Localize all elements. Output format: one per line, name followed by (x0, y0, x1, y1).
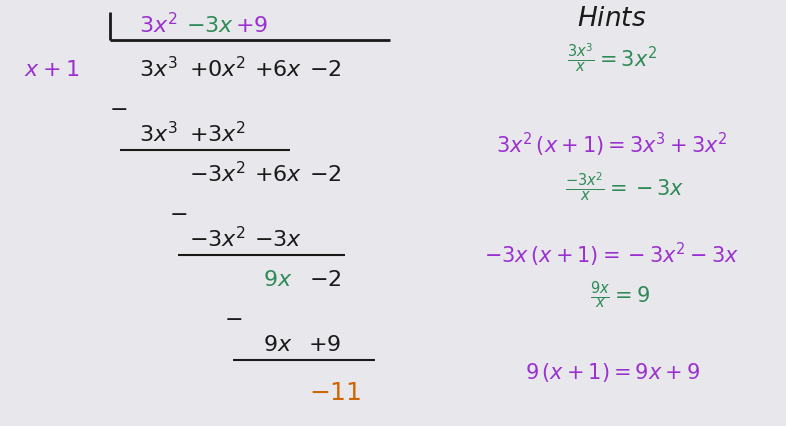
Text: $-3x\,(x+1) = -3x^2-3x$: $-3x\,(x+1) = -3x^2-3x$ (484, 241, 740, 269)
Text: $\frac{9x}{x} = 9$: $\frac{9x}{x} = 9$ (590, 279, 650, 311)
Text: $9x$: $9x$ (263, 334, 292, 356)
Text: $+6x$: $+6x$ (254, 164, 302, 186)
Text: $-3x^2$: $-3x^2$ (189, 227, 247, 253)
Text: $-3x$: $-3x$ (254, 229, 302, 251)
Text: $+3x^2$: $+3x^2$ (189, 122, 247, 147)
Text: $-2$: $-2$ (309, 269, 341, 291)
Text: $-$: $-$ (224, 307, 242, 329)
Text: $9x$: $9x$ (263, 269, 292, 291)
Text: $\frac{3x^3}{x} = 3x^2$: $\frac{3x^3}{x} = 3x^2$ (567, 41, 657, 75)
Text: $-11$: $-11$ (309, 382, 362, 405)
Text: $-2$: $-2$ (309, 164, 341, 186)
Text: $\frac{-3x^2}{x} = -3x$: $\frac{-3x^2}{x} = -3x$ (565, 170, 685, 204)
Text: $3x^2$: $3x^2$ (138, 13, 178, 39)
Text: $+6x$: $+6x$ (254, 59, 302, 81)
Text: $-3x$: $-3x$ (186, 15, 234, 37)
Text: $\it{Hints}$: $\it{Hints}$ (577, 6, 647, 31)
Text: $-2$: $-2$ (309, 59, 341, 81)
Text: $+9$: $+9$ (236, 15, 269, 37)
Text: $-$: $-$ (169, 202, 187, 224)
Text: $+9$: $+9$ (308, 334, 342, 356)
Text: $3x^3$: $3x^3$ (138, 122, 178, 147)
Text: $-$: $-$ (108, 97, 127, 119)
Text: $-3x^2$: $-3x^2$ (189, 162, 247, 187)
Text: $9\,(x+1) = 9x+9$: $9\,(x+1) = 9x+9$ (524, 360, 700, 383)
Text: $x+1$: $x+1$ (24, 59, 79, 81)
Text: $3x^2\,(x+1) = 3x^3+3x^2$: $3x^2\,(x+1) = 3x^3+3x^2$ (496, 131, 728, 159)
Text: $+0x^2$: $+0x^2$ (189, 58, 247, 83)
Text: $3x^3$: $3x^3$ (138, 58, 178, 83)
